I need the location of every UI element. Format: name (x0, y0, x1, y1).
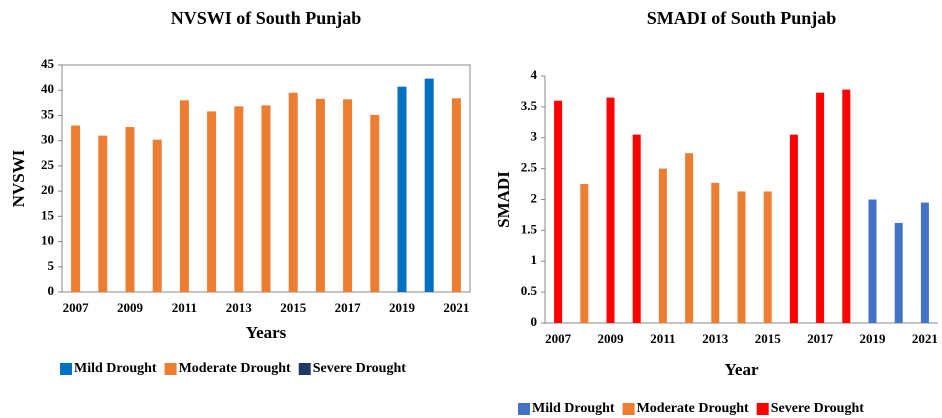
legend-swatch (60, 363, 72, 375)
bar (288, 92, 298, 292)
bar (234, 106, 244, 292)
bar (632, 134, 641, 323)
legend-swatch (518, 403, 530, 415)
bar (424, 78, 434, 293)
x-tick-label: 2019 (860, 331, 887, 346)
y-tick-label: 1.5 (521, 221, 538, 236)
x-tick-label: 2013 (702, 331, 729, 346)
bar (179, 100, 189, 292)
x-tick-label: 2021 (912, 331, 938, 346)
bar (658, 168, 667, 323)
y-tick-label: 3 (531, 129, 538, 144)
y-axis-title: SMADI (494, 171, 513, 228)
x-tick-label: 2009 (598, 331, 625, 346)
legend-swatch (298, 363, 311, 375)
x-tick-label: 2007 (545, 331, 572, 346)
y-tick-label: 45 (41, 56, 55, 71)
chart-title: NVSWI of South Punjab (171, 8, 362, 28)
bar (920, 202, 929, 323)
bar (580, 184, 589, 323)
x-tick-label: 2013 (226, 300, 253, 315)
x-tick-label: 2019 (389, 300, 416, 315)
y-tick-label: 3.5 (521, 98, 538, 113)
bar (125, 127, 135, 293)
y-tick-label: 0.5 (521, 283, 538, 298)
y-tick-label: 10 (41, 233, 54, 248)
bar (894, 222, 903, 323)
y-tick-label: 25 (41, 157, 55, 172)
x-tick-label: 2021 (443, 300, 469, 315)
bar (789, 134, 798, 323)
y-tick-label: 2 (531, 190, 538, 205)
legend-swatch (756, 403, 769, 415)
bar (816, 92, 825, 323)
bar (763, 191, 772, 323)
x-tick-label: 2007 (63, 300, 90, 315)
y-tick-label: 35 (41, 106, 55, 121)
y-tick-label: 15 (41, 207, 55, 222)
y-tick-label: 0 (531, 314, 538, 329)
y-axis-title: NVSWI (9, 149, 28, 207)
y-tick-label: 20 (41, 182, 54, 197)
x-tick-label: 2011 (650, 331, 675, 346)
bar (397, 86, 407, 293)
legend-swatch (164, 363, 177, 375)
legend-label: Mild Drought (532, 401, 615, 416)
y-tick-label: 2.5 (521, 160, 538, 175)
x-tick-label: 2015 (755, 331, 782, 346)
bar (343, 99, 353, 293)
x-tick-label: 2015 (280, 300, 307, 315)
y-tick-label: 40 (41, 81, 54, 96)
x-tick-label: 2009 (117, 300, 144, 315)
legend-label: Severe Drought (771, 401, 865, 416)
x-tick-label: 2011 (172, 300, 197, 315)
bar (370, 114, 380, 292)
y-tick-label: 5 (48, 258, 55, 273)
bar (71, 125, 81, 293)
legend-label: Mild Drought (74, 361, 157, 376)
legend-label: Severe Drought (313, 361, 407, 376)
bar (152, 139, 162, 292)
bar (737, 191, 746, 323)
y-tick-label: 30 (41, 132, 54, 147)
bar (606, 97, 615, 323)
bar (207, 111, 217, 292)
bar (554, 100, 563, 323)
legend-swatch (622, 403, 635, 415)
legend-label: Moderate Drought (637, 401, 749, 416)
bar (261, 105, 271, 292)
bar (685, 153, 694, 323)
bar (868, 199, 877, 323)
chart-title: SMADI of South Punjab (647, 8, 837, 28)
bar (711, 182, 720, 323)
bar (842, 89, 851, 324)
legend-label: Moderate Drought (179, 361, 291, 376)
y-tick-label: 4 (531, 67, 538, 82)
y-tick-label: 0 (48, 283, 55, 298)
bar (98, 135, 108, 292)
bar (451, 98, 461, 292)
x-tick-label: 2017 (335, 300, 362, 315)
x-tick-label: 2017 (807, 331, 834, 346)
x-axis-title: Years (246, 323, 287, 342)
bar (315, 98, 325, 292)
x-axis-title: Year (725, 360, 759, 379)
y-tick-label: 1 (531, 252, 538, 267)
